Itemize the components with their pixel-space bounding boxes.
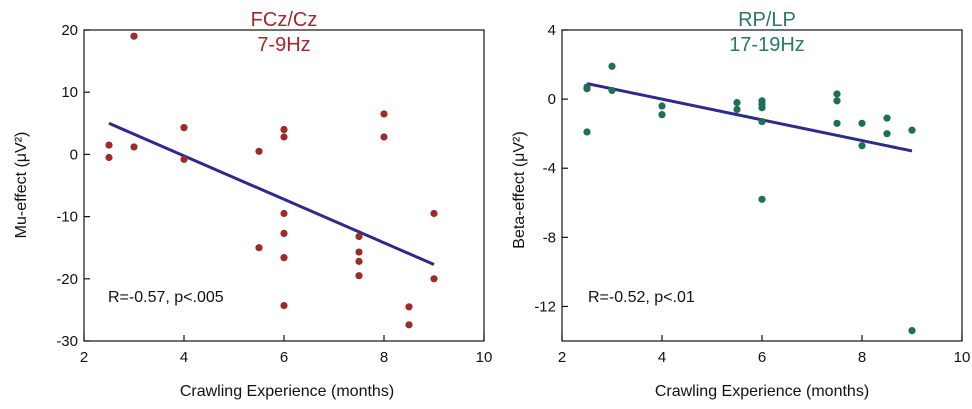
- x-axis-label: Crawling Experience (months): [180, 383, 394, 400]
- data-point: [733, 98, 741, 107]
- data-point: [583, 85, 591, 93]
- x-tick-label: 2: [80, 349, 88, 366]
- data-point: [355, 232, 363, 241]
- data-point: [608, 86, 616, 95]
- data-point: [405, 303, 413, 311]
- data-point: [130, 32, 138, 40]
- panel-title-line-2: 17-19Hz: [729, 34, 805, 56]
- data-point: [608, 62, 616, 70]
- panel-title-line-2: 7-9Hz: [257, 34, 310, 56]
- data-points: [583, 62, 916, 335]
- data-point: [280, 125, 288, 134]
- data-point: [758, 104, 766, 112]
- data-point: [883, 114, 891, 122]
- data-point: [280, 301, 288, 310]
- y-tick-label: -30: [56, 333, 78, 350]
- data-point: [430, 209, 438, 218]
- regression-line: [586, 82, 913, 153]
- y-tick-label: -4: [543, 160, 556, 177]
- y-tick-label: 0: [548, 91, 556, 108]
- x-tick-label: 10: [954, 349, 971, 366]
- data-point: [908, 126, 916, 134]
- panel-title-line-1: RP/LP: [738, 9, 796, 31]
- y-tick-label: -8: [543, 229, 556, 246]
- data-point: [858, 142, 866, 150]
- tick-layer: 2 4 6 8 10 -30 -20 -10 0 10 20: [56, 22, 492, 366]
- data-point: [280, 229, 288, 237]
- y-tick-label: 20: [61, 22, 78, 39]
- data-points: [105, 32, 438, 329]
- panel-left: FCz/Cz 7-9Hz Crawling Experience (months…: [13, 9, 492, 400]
- data-point: [758, 117, 766, 126]
- correlation-annotation: R=-0.57, p<.005: [108, 289, 224, 306]
- x-tick-label: 4: [180, 349, 188, 366]
- data-point: [833, 119, 841, 127]
- y-tick-label: -20: [56, 271, 78, 288]
- data-point: [658, 102, 666, 110]
- x-tick-label: 8: [380, 349, 388, 366]
- panel-right: RP/LP 17-19Hz Crawling Experience (month…: [511, 9, 970, 400]
- data-point: [583, 128, 591, 136]
- data-point: [180, 155, 188, 163]
- correlation-annotation: R=-0.52, p<.01: [588, 289, 695, 306]
- x-tick-label: 6: [280, 349, 288, 366]
- y-tick-label: 0: [70, 146, 78, 163]
- data-point: [255, 244, 263, 252]
- tick-layer: 2 4 6 8 10 -12 -8 -4 0 4: [534, 22, 970, 366]
- data-point: [355, 257, 363, 265]
- data-point: [255, 147, 263, 155]
- data-point: [380, 133, 388, 141]
- data-point: [658, 111, 666, 119]
- panel-title-line-1: FCz/Cz: [251, 9, 318, 31]
- y-axis-label: Mu-effect (μV²): [13, 132, 30, 239]
- y-tick-label: -12: [534, 298, 556, 315]
- x-tick-label: 8: [858, 349, 866, 366]
- x-axis-label: Crawling Experience (months): [655, 383, 869, 400]
- x-tick-label: 10: [476, 349, 493, 366]
- data-point: [355, 248, 363, 256]
- data-point: [105, 153, 113, 162]
- data-point: [280, 209, 288, 218]
- data-point: [883, 130, 891, 138]
- y-axis-label: Beta-effect (μV²): [511, 131, 528, 248]
- y-tick-label: 10: [61, 84, 78, 101]
- data-point: [280, 133, 288, 141]
- data-point: [833, 97, 841, 105]
- data-point: [833, 90, 841, 98]
- regression-line: [108, 121, 435, 266]
- x-tick-label: 6: [758, 349, 766, 366]
- y-tick-label: -10: [56, 209, 78, 226]
- data-point: [180, 124, 188, 132]
- data-point: [733, 105, 741, 114]
- data-point: [405, 321, 413, 329]
- data-point: [758, 195, 766, 203]
- data-point: [280, 254, 288, 262]
- data-point: [380, 110, 388, 118]
- data-point: [858, 119, 866, 127]
- data-point: [130, 143, 138, 151]
- y-tick-label: 4: [548, 22, 556, 39]
- data-point: [908, 327, 916, 335]
- x-tick-label: 4: [658, 349, 666, 366]
- x-tick-label: 2: [558, 349, 566, 366]
- data-point: [105, 141, 113, 149]
- data-point: [430, 275, 438, 283]
- data-point: [355, 272, 363, 280]
